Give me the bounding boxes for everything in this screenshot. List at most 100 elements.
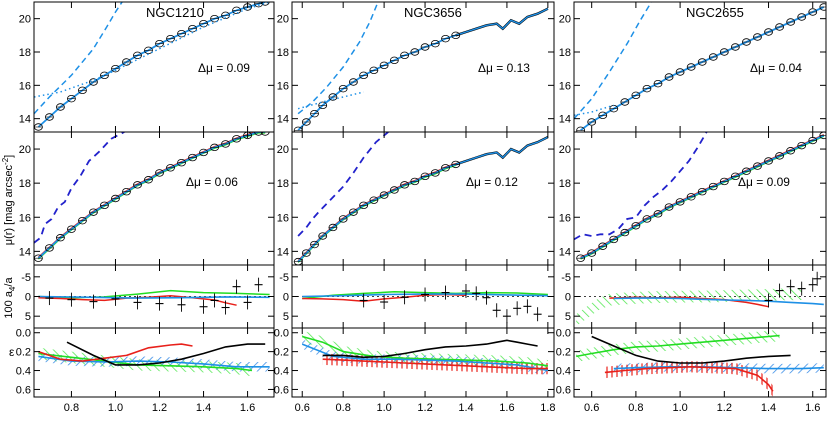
y-tick-label: 20 <box>559 14 571 26</box>
x-tick-label: 1.6 <box>240 402 255 414</box>
ellipticity-panel: 0.6 0.4 0.2 0.0 <box>556 327 827 398</box>
y-tick-label: 18 <box>19 178 31 190</box>
series-green-line <box>297 164 457 263</box>
y-tick-label: 14 <box>559 114 571 126</box>
x-tick-label: 0.8 <box>628 402 643 414</box>
x-tick-label: 1.4 <box>196 402 211 414</box>
x-tick-label: 1.6 <box>805 402 820 414</box>
galaxy-column-ngc3656: NGC3656ns = 3.4fe = 0.04Δμ = 0.13 14 16 18 2… <box>274 1 556 414</box>
y-tick-label: 14 <box>277 114 289 126</box>
x-tick-label: 1.2 <box>417 402 432 414</box>
y-tick-label: 20 <box>19 144 31 156</box>
plot-area <box>574 2 826 132</box>
substructure-panel: ns = 2.6 ± 0.4fsb = 0.13 ± 0.14Δμ = 0.06… <box>19 131 275 266</box>
y-tick-label: 0.2 <box>556 347 571 359</box>
x-tick-label: 1.2 <box>717 402 732 414</box>
x-tick-label: 1.4 <box>761 402 776 414</box>
fit-parameters: ns = 3.2 ± 0.9fsb = 0.41 ± 0.13Δμ = 0.09 <box>738 175 790 189</box>
y-tick-label: 20 <box>559 144 571 156</box>
substructure-panel: ns = 2.8 ± 0.6fsb = 0.13 ± 0.08Δμ = 0.12… <box>277 131 555 266</box>
plot-area <box>574 132 826 262</box>
panel-frame <box>33 327 275 398</box>
y-tick-label: 5 <box>25 311 31 323</box>
galaxy-column-ngc1210: NGC1210ns = 1.9fe = 0.16Δμ = 0.09 14 16 18 2… <box>16 1 275 414</box>
fit-parameters: NGC2655ns = 2.4fe = 0.05Δμ = 0.04 <box>686 5 802 75</box>
bulge-component-line <box>574 2 653 120</box>
fit-parameters: NGC1210ns = 1.9fe = 0.16Δμ = 0.09 <box>146 5 250 75</box>
green-line <box>576 334 780 358</box>
y-tick-label: 16 <box>559 212 571 224</box>
black-line <box>66 341 266 366</box>
a4-panel: 5 0 -5 <box>561 264 827 329</box>
delta-mu-label: Δμ = 0.09 <box>738 175 790 189</box>
model-fit-line <box>297 163 457 263</box>
y-tick-label: 0.2 <box>16 347 31 359</box>
galaxy-name: NGC2655 <box>686 5 744 20</box>
y-tick-label: 20 <box>277 14 289 26</box>
bulge-component-line <box>34 2 123 115</box>
y-axis-label-a4: 100 a4/a <box>3 277 17 319</box>
galaxy-column-ngc2655: NGC2655ns = 2.4fe = 0.05Δμ = 0.04 14 16 18 2… <box>556 1 827 414</box>
y-tick-label: 20 <box>277 144 289 156</box>
y-tick-label: 0.0 <box>556 328 571 340</box>
y-tick-label: 18 <box>559 47 571 59</box>
plot-area <box>292 283 554 324</box>
plot-area <box>293 132 549 265</box>
y-tick-label: 16 <box>19 80 31 92</box>
red-line <box>38 343 193 362</box>
model-fit-line <box>37 132 266 259</box>
y-axis-label-surface-brightness: μ(r) [mag arcsec-2] <box>1 155 15 245</box>
y-tick-label: -5 <box>279 272 289 284</box>
black-line <box>322 339 538 359</box>
a4-panel: 5 0 -5 <box>279 264 555 329</box>
black-line <box>591 335 791 364</box>
x-tick-label: 1.0 <box>108 402 123 414</box>
galaxy-name: NGC3656 <box>404 5 462 20</box>
y-tick-label: 5 <box>283 311 289 323</box>
y-tick-label: 16 <box>19 212 31 224</box>
fit-parameters: NGC3656ns = 3.4fe = 0.04Δμ = 0.13 <box>404 5 530 75</box>
series-green-line <box>37 132 266 260</box>
x-tick-label: 0.8 <box>64 402 79 414</box>
series-green-line <box>580 135 825 260</box>
x-tick-label: 1.8 <box>540 402 555 414</box>
substructure-line <box>34 132 125 244</box>
plot-area <box>293 2 549 132</box>
y-tick-label: 0.6 <box>556 384 571 396</box>
panel-frame <box>291 327 555 398</box>
blue-line <box>301 343 549 372</box>
y-tick-label: 0.0 <box>16 328 31 340</box>
y-tick-label: 16 <box>277 80 289 92</box>
plot-area <box>34 277 274 315</box>
profile-panel: NGC2655ns = 2.4fe = 0.05Δμ = 0.04 14 16 18 2… <box>559 1 827 133</box>
panel-frame <box>573 327 827 398</box>
outer-model-line <box>455 136 549 166</box>
fit-parameters: ns = 2.8 ± 0.6fsb = 0.13 ± 0.08Δμ = 0.12 <box>466 175 518 189</box>
x-tick-label: 1.0 <box>376 402 391 414</box>
disk-component-line <box>574 104 615 117</box>
plot-area <box>574 271 826 326</box>
plot-area <box>38 341 270 377</box>
x-tick-label: 0.6 <box>295 402 310 414</box>
green-band <box>576 329 780 362</box>
x-tick-label: 1.6 <box>499 402 514 414</box>
data-point <box>260 132 270 136</box>
outer-model-line <box>455 8 549 36</box>
a4-panel: 5 0 -5 <box>21 264 275 329</box>
delta-mu-label: Δμ = 0.06 <box>186 175 238 189</box>
y-tick-label: 0.4 <box>274 366 289 378</box>
x-tick-label: 1.2 <box>152 402 167 414</box>
disk-component-line <box>34 2 270 98</box>
model-fit-line <box>297 34 457 131</box>
y-tick-label: 0.2 <box>274 347 289 359</box>
x-tick-label: 0.8 <box>336 402 351 414</box>
x-tick-label: 1.0 <box>672 402 687 414</box>
bulge-component-line <box>297 2 379 115</box>
delta-mu-label: Δμ = 0.04 <box>750 61 802 75</box>
y-tick-label: 0.4 <box>16 366 31 378</box>
plot-area <box>34 132 270 262</box>
series-red-line <box>297 162 457 262</box>
profile-panel: NGC1210ns = 1.9fe = 0.16Δμ = 0.09 14 16 18 2… <box>19 1 275 133</box>
y-tick-label: 0 <box>565 292 571 304</box>
